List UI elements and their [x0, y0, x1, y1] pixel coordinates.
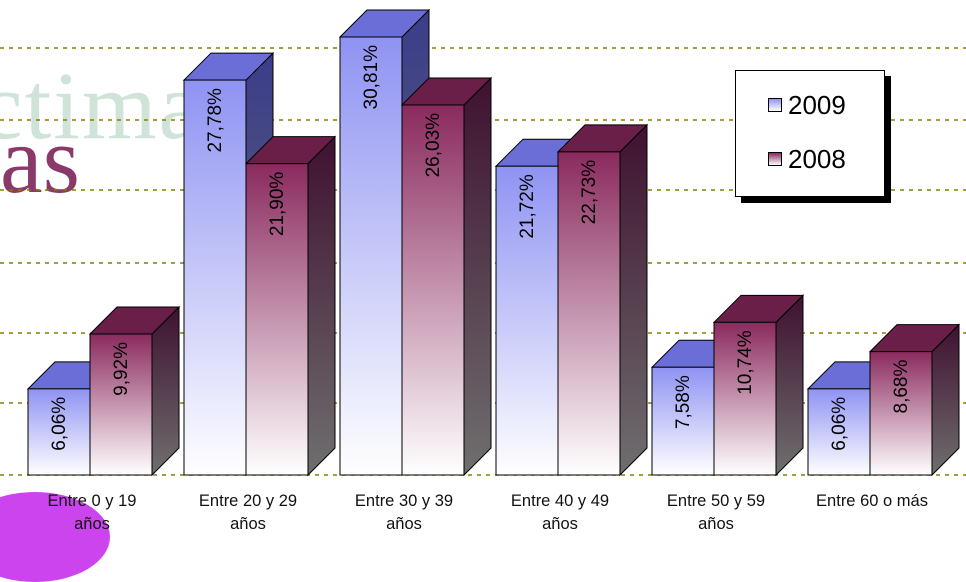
x-tick-label: Entre 50 y 59 años [641, 490, 791, 536]
x-tick-label-line: Entre 20 y 29 [198, 492, 298, 510]
bar-front [401, 104, 465, 476]
x-tick-label-line: años [698, 515, 734, 533]
bar-front [339, 36, 403, 476]
x-tick-label-line: años [386, 515, 422, 533]
x-tick-label: Entre 40 y 49 años [485, 490, 635, 536]
legend-swatch-2009 [768, 98, 782, 112]
bar-front [245, 163, 309, 476]
x-tick-label-line: Entre 40 y 49 [510, 492, 610, 510]
x-tick-label: Entre 60 o más [797, 490, 947, 513]
bar-front [89, 333, 153, 476]
bar-side [619, 123, 648, 477]
bar-2008-4: 10,74% [712, 294, 805, 477]
bar-2008-1: 21,90% [244, 135, 337, 477]
bar-side [151, 305, 180, 477]
bar-2008-5: 8,68% [868, 323, 961, 477]
x-tick-label-line: años [542, 515, 578, 533]
bar-2008-0: 9,92% [88, 305, 181, 477]
x-tick-label-line: años [230, 515, 266, 533]
data-label: 6,06% [829, 397, 850, 451]
data-label: 10,74% [735, 330, 756, 395]
bar-side [463, 76, 492, 477]
data-label: 8,68% [891, 359, 912, 413]
x-tick-label: Entre 20 y 29 años [173, 490, 323, 536]
data-label: 22,73% [579, 160, 600, 225]
legend-item-2009: 2009 [768, 87, 846, 123]
bar-front [651, 366, 715, 476]
bar-2008-3: 22,73% [556, 123, 649, 477]
x-tick-label: Entre 0 y 19 años [17, 490, 167, 536]
x-tick-label-line: años [74, 515, 110, 533]
bar-front [183, 79, 247, 476]
legend-label-2008: 2008 [788, 143, 846, 174]
bar-front [869, 351, 933, 476]
data-label: 27,78% [205, 88, 226, 153]
data-label: 9,92% [111, 342, 132, 396]
x-tick-label-line: Entre 30 y 39 [354, 492, 454, 510]
legend-label-2009: 2009 [788, 89, 846, 120]
legend-item-2008: 2008 [768, 141, 846, 177]
x-tick-label-line: Entre 0 y 19 [47, 492, 137, 510]
bar-2008-2: 26,03% [400, 76, 493, 477]
bar-side [307, 135, 336, 477]
data-label: 30,81% [361, 45, 382, 110]
data-label: 26,03% [423, 113, 444, 178]
data-label: 7,58% [673, 375, 694, 429]
data-label: 6,06% [49, 397, 70, 451]
bar-chart: 6,06% 27,78% 30,81% 21,72% 7,58% 6,06% 9,92% 21… [0, 8, 966, 477]
legend: 2009 2008 [735, 70, 885, 197]
bar-front [557, 151, 621, 476]
data-label: 21,72% [517, 174, 538, 239]
bar-front [713, 321, 777, 476]
legend-swatch-2008 [768, 152, 782, 166]
x-tick-label: Entre 30 y 39 años [329, 490, 479, 536]
bar-front [495, 165, 559, 476]
x-tick-label-line: Entre 60 o más [816, 492, 928, 510]
data-label: 21,90% [267, 172, 288, 237]
bar-side [775, 294, 804, 477]
x-tick-label-line: Entre 50 y 59 [666, 492, 766, 510]
